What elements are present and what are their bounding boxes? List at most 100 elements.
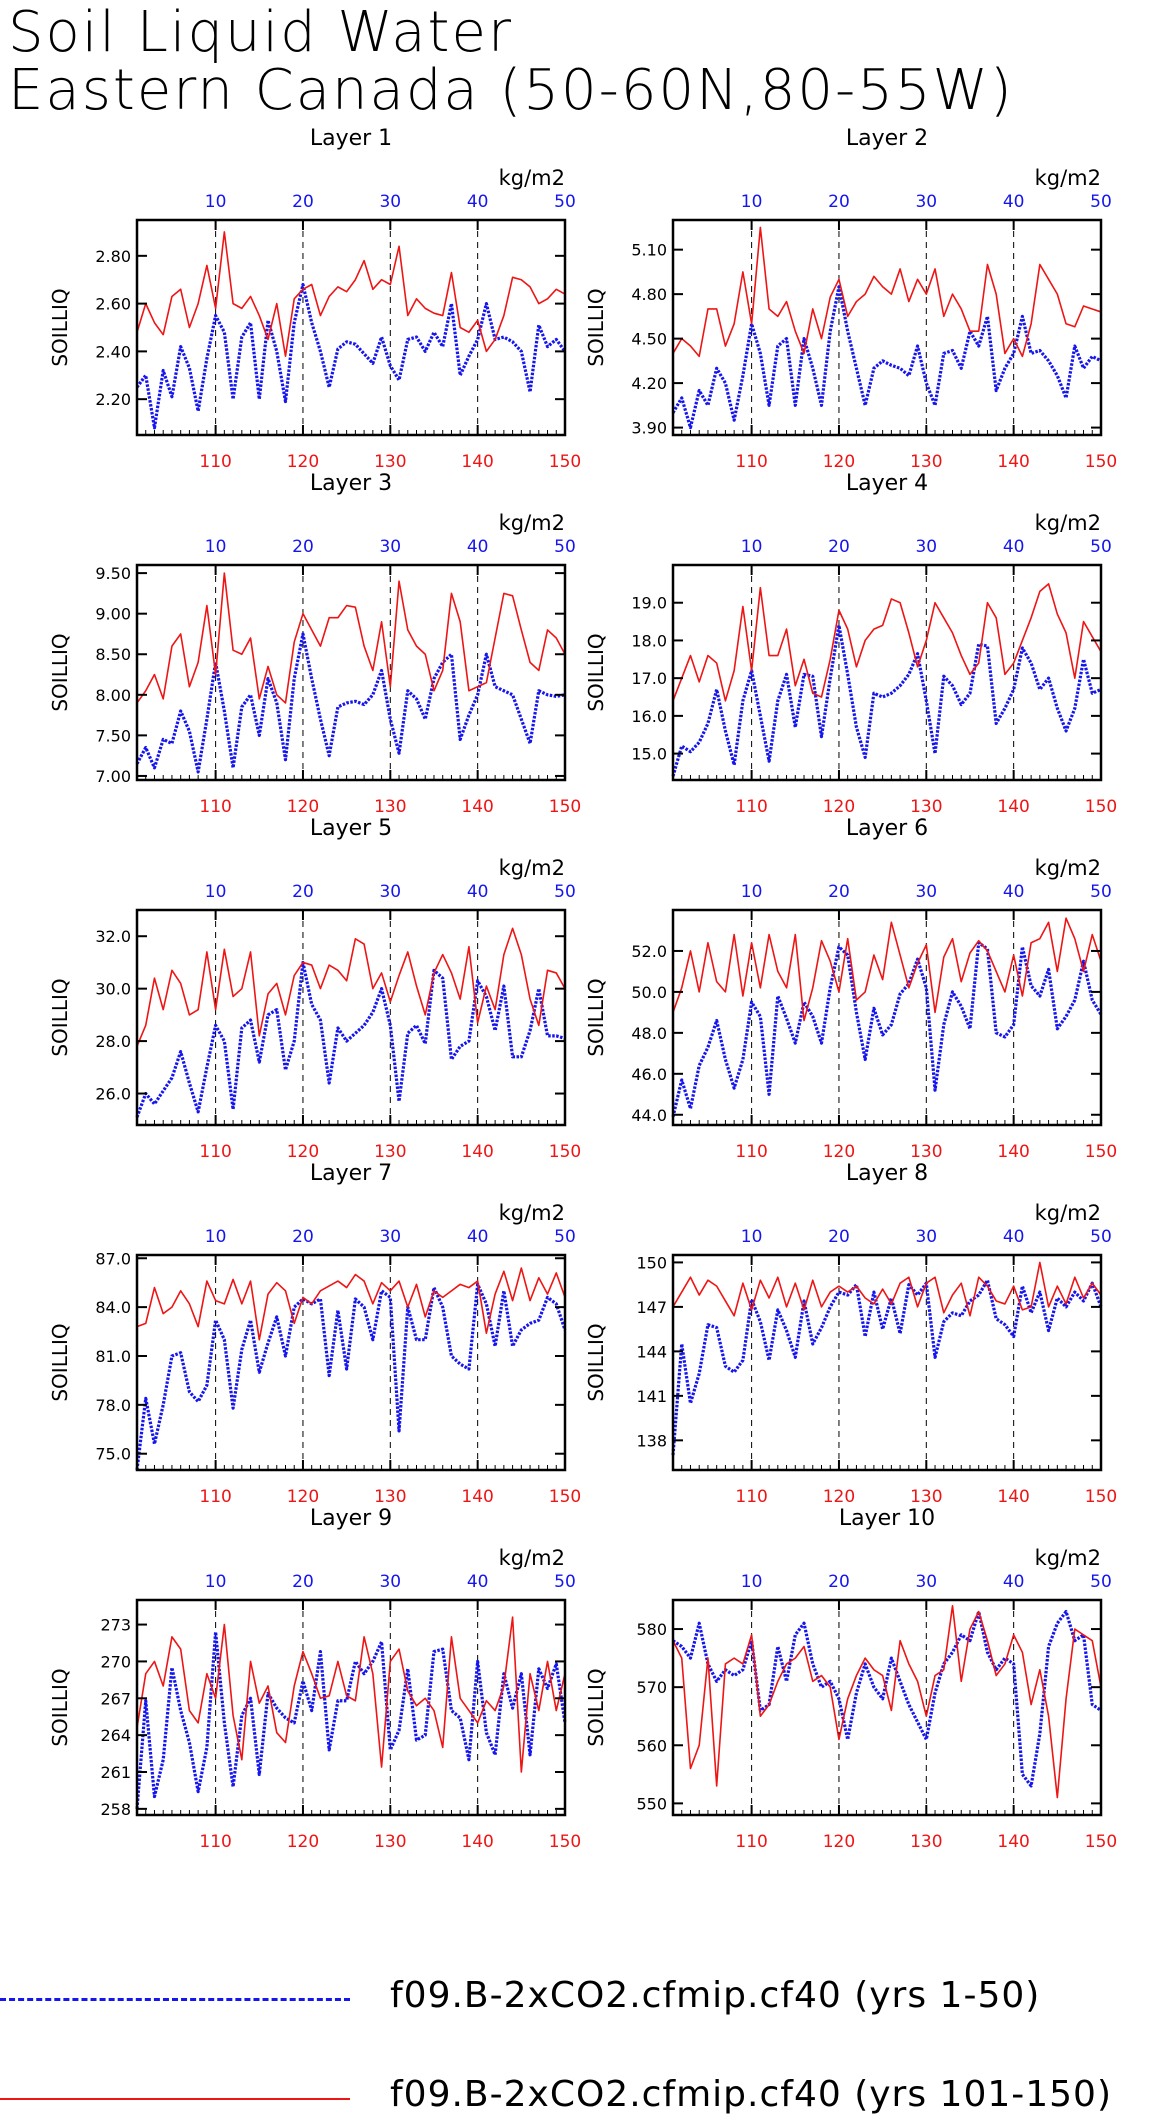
x-bottom-tick-label: 120: [287, 1487, 319, 1507]
y-tick-label: 270: [100, 1652, 131, 1671]
x-bottom-tick-label: 130: [374, 797, 406, 817]
x-bottom-tick-label: 130: [910, 1832, 942, 1852]
x-top-tick-label: 40: [467, 192, 489, 212]
x-top-tick-label: 30: [915, 882, 937, 902]
y-tick-label: 52.0: [631, 942, 667, 961]
y-axis-label: SOILLIQ: [48, 288, 72, 366]
y-tick-label: 144: [636, 1342, 667, 1361]
x-top-tick-label: 50: [554, 882, 576, 902]
y-tick-label: 17.0: [631, 669, 667, 688]
plot-frame: [671, 218, 1103, 437]
x-top-tick-label: 20: [292, 882, 314, 902]
units-label: kg/m2: [499, 511, 565, 535]
panel-title: Layer 7: [310, 1161, 392, 1186]
series-line-yrs-101-150: [672, 1605, 1102, 1799]
x-bottom-tick-label: 140: [997, 452, 1029, 472]
y-tick-label: 264: [100, 1726, 131, 1745]
x-bottom-tick-label: 110: [735, 797, 767, 817]
x-bottom-tick-label: 140: [461, 797, 493, 817]
y-tick-label: 3.90: [631, 419, 667, 438]
x-bottom-tick-label: 150: [549, 797, 581, 817]
y-tick-label: 7.00: [95, 767, 131, 786]
x-bottom-tick-label: 110: [735, 1142, 767, 1162]
plot-frame: [135, 563, 567, 782]
x-top-tick-label: 50: [1090, 192, 1112, 212]
x-bottom-tick-label: 120: [823, 1142, 855, 1162]
series-line-yrs-101-150: [136, 231, 566, 357]
x-top-tick-label: 50: [554, 537, 576, 557]
y-tick-label: 570: [636, 1678, 667, 1697]
x-bottom-tick-label: 150: [549, 1142, 581, 1162]
y-tick-label: 147: [636, 1298, 667, 1317]
units-label: kg/m2: [499, 1546, 565, 1570]
plot-frame: [671, 563, 1103, 782]
plot-frame: [671, 1598, 1103, 1817]
panel-title: Layer 9: [310, 1506, 392, 1531]
chart-title-line-2: Eastern Canada (50-60N,80-55W): [8, 58, 1014, 123]
units-label: kg/m2: [499, 166, 565, 190]
x-top-tick-label: 30: [379, 882, 401, 902]
y-axis-label: SOILLIQ: [584, 288, 608, 366]
y-axis-label: SOILLIQ: [584, 978, 608, 1056]
y-tick-label: 4.50: [631, 330, 667, 349]
x-bottom-tick-label: 140: [997, 797, 1029, 817]
chart-title-line-1: Soil Liquid Water: [8, 0, 513, 65]
x-top-tick-label: 50: [554, 192, 576, 212]
x-top-tick-label: 10: [741, 882, 763, 902]
panel-title: Layer 5: [310, 816, 392, 841]
x-top-tick-label: 20: [292, 192, 314, 212]
x-top-tick-label: 50: [554, 1227, 576, 1247]
x-top-tick-label: 30: [379, 1572, 401, 1592]
y-tick-label: 18.0: [631, 631, 667, 650]
x-bottom-tick-label: 150: [1085, 1832, 1117, 1852]
x-top-tick-label: 50: [1090, 1227, 1112, 1247]
y-tick-label: 44.0: [631, 1106, 667, 1125]
x-top-tick-label: 30: [915, 1227, 937, 1247]
y-axis-label: SOILLIQ: [584, 1323, 608, 1401]
x-bottom-tick-label: 130: [374, 1142, 406, 1162]
x-bottom-tick-label: 110: [199, 1832, 231, 1852]
y-tick-label: 9.00: [95, 605, 131, 624]
y-axis-label: SOILLIQ: [48, 1323, 72, 1401]
units-label: kg/m2: [1035, 856, 1101, 880]
x-top-tick-label: 20: [828, 537, 850, 557]
y-tick-label: 2.20: [95, 390, 131, 409]
series-line-yrs-101-150: [136, 572, 566, 704]
x-bottom-tick-label: 150: [1085, 1142, 1117, 1162]
series-line-yrs-1-50: [671, 941, 1103, 1118]
y-tick-label: 15.0: [631, 745, 667, 764]
y-tick-label: 4.20: [631, 374, 667, 393]
x-bottom-tick-label: 120: [823, 797, 855, 817]
x-top-tick-label: 10: [205, 537, 227, 557]
x-bottom-tick-label: 150: [549, 1487, 581, 1507]
plot-frame: [135, 1598, 567, 1817]
y-tick-label: 580: [636, 1620, 667, 1639]
x-top-tick-label: 40: [1003, 1572, 1025, 1592]
y-tick-label: 7.50: [95, 726, 131, 745]
series-line-yrs-101-150: [672, 917, 1102, 1022]
x-bottom-tick-label: 130: [910, 1142, 942, 1162]
x-bottom-tick-label: 150: [1085, 797, 1117, 817]
x-bottom-tick-label: 110: [199, 797, 231, 817]
units-label: kg/m2: [499, 1201, 565, 1225]
x-bottom-tick-label: 140: [997, 1487, 1029, 1507]
y-tick-label: 5.10: [631, 241, 667, 260]
x-bottom-tick-label: 150: [1085, 452, 1117, 472]
y-axis-label: SOILLIQ: [584, 633, 608, 711]
y-tick-label: 9.50: [95, 564, 131, 583]
x-top-tick-label: 20: [828, 1227, 850, 1247]
y-tick-label: 2.60: [95, 295, 131, 314]
plot-frame: [135, 218, 567, 437]
y-axis-label: SOILLIQ: [48, 633, 72, 711]
series-line-yrs-1-50: [671, 1278, 1103, 1456]
legend-swatch-series-2: [0, 2098, 350, 2100]
plot-frame: [135, 1253, 567, 1472]
x-top-tick-label: 20: [292, 1227, 314, 1247]
y-tick-label: 16.0: [631, 707, 667, 726]
y-tick-label: 550: [636, 1794, 667, 1813]
x-bottom-tick-label: 140: [461, 452, 493, 472]
x-bottom-tick-label: 150: [549, 452, 581, 472]
x-top-tick-label: 20: [292, 1572, 314, 1592]
x-bottom-tick-label: 140: [461, 1487, 493, 1507]
x-top-tick-label: 10: [741, 537, 763, 557]
